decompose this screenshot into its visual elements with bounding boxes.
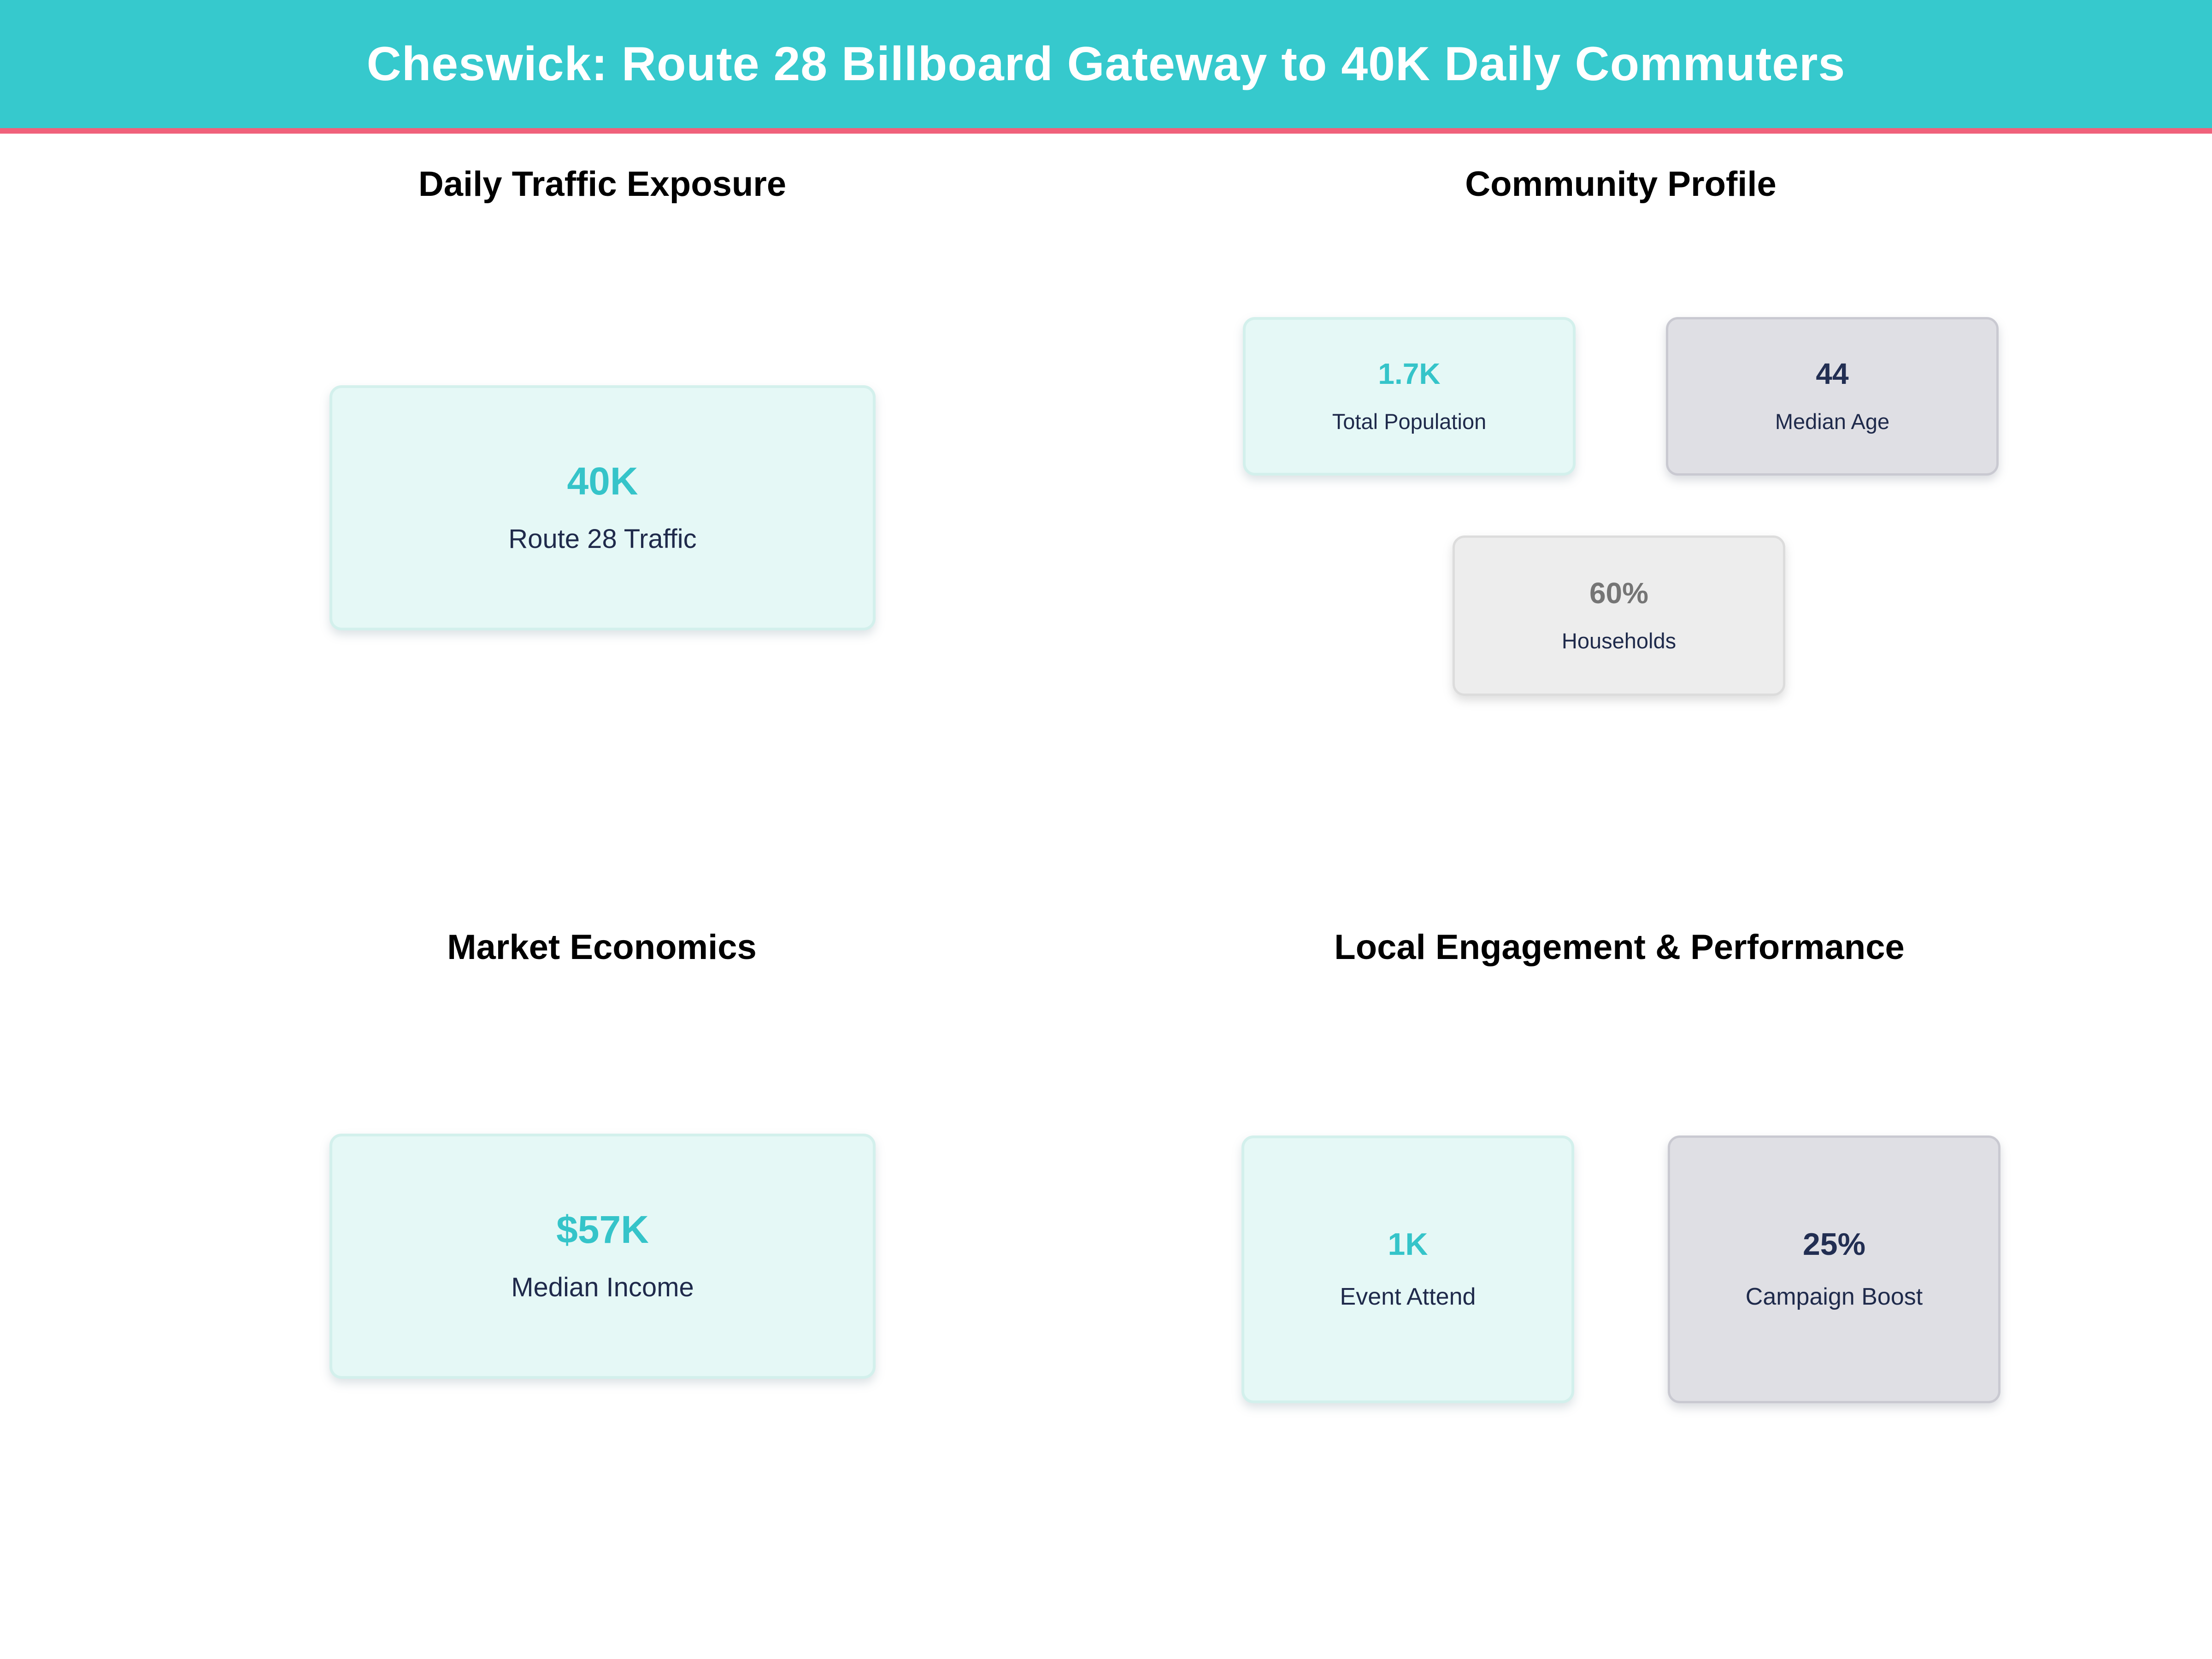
campaign-stat-label: Campaign Boost [1745,1283,1923,1310]
median-age-stat-label: Median Age [1775,409,1890,434]
page-title: Cheswick: Route 28 Billboard Gateway to … [366,37,1846,91]
section-title-economics: Market Economics [447,928,757,967]
income-stat-card: $57K Median Income [329,1134,876,1379]
median-age-stat-card: 44 Median Age [1666,317,1999,476]
section-title-traffic: Daily Traffic Exposure [418,165,787,204]
households-stat-card: 60% Households [1453,535,1785,696]
events-stat-value: 1K [1388,1226,1428,1262]
traffic-stat-card: 40K Route 28 Traffic [329,385,876,630]
events-stat-label: Event Attend [1340,1283,1476,1310]
section-title-community: Community Profile [1465,165,1777,204]
median-age-stat-value: 44 [1816,357,1849,391]
population-stat-value: 1.7K [1378,357,1441,391]
section-title-engagement: Local Engagement & Performance [1334,928,1905,967]
campaign-stat-card: 25% Campaign Boost [1668,1135,2000,1403]
population-stat-label: Total Population [1332,409,1487,434]
households-stat-label: Households [1561,629,1677,653]
income-stat-value: $57K [556,1208,649,1252]
income-stat-label: Median Income [511,1272,694,1303]
traffic-stat-value: 40K [567,459,638,503]
traffic-stat-label: Route 28 Traffic [508,524,697,554]
population-stat-card: 1.7K Total Population [1243,317,1576,476]
campaign-stat-value: 25% [1802,1226,1866,1262]
header-accent-line [0,128,2212,134]
header-banner: Cheswick: Route 28 Billboard Gateway to … [0,0,2212,128]
households-stat-value: 60% [1589,577,1649,610]
events-stat-card: 1K Event Attend [1241,1135,1574,1403]
